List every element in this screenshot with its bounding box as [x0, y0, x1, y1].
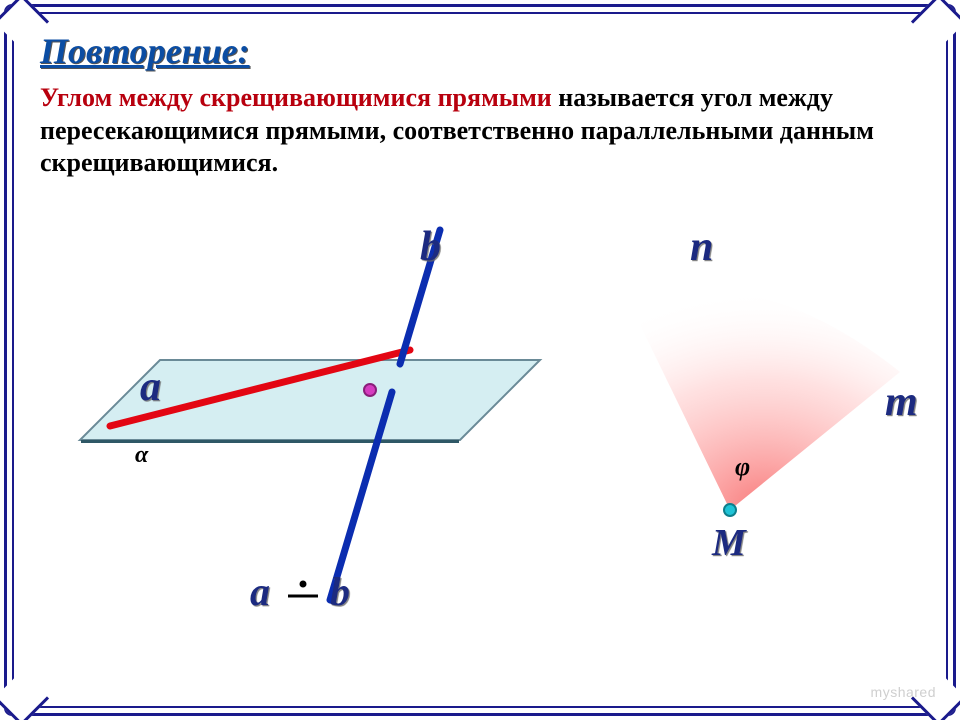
label-b-small: b — [330, 569, 350, 614]
label-phi: φ — [735, 452, 750, 481]
label-b: b — [420, 224, 441, 270]
page-title: Повторение: — [40, 30, 250, 72]
point-M — [724, 504, 736, 516]
watermark: myshared — [871, 684, 936, 700]
definition-text: Углом между скрещивающимися прямыми назы… — [40, 82, 920, 180]
label-alpha: α — [135, 442, 149, 468]
definition-keyword: Углом между скрещивающимися прямыми — [40, 83, 552, 112]
skew-point — [364, 384, 376, 396]
skew-symbol — [288, 581, 318, 597]
label-m: m — [885, 379, 918, 425]
angle-region — [628, 289, 900, 510]
label-n: n — [690, 224, 713, 270]
diagram-svg: b n a m M φ α a b — [40, 200, 920, 660]
slide: Повторение: Углом между скрещивающимися … — [0, 0, 960, 720]
label-a: a — [140, 364, 161, 410]
diagram-area: b n a m M φ α a b — [40, 200, 920, 660]
label-big-M: M — [711, 522, 747, 564]
label-a-small: a — [250, 569, 270, 614]
